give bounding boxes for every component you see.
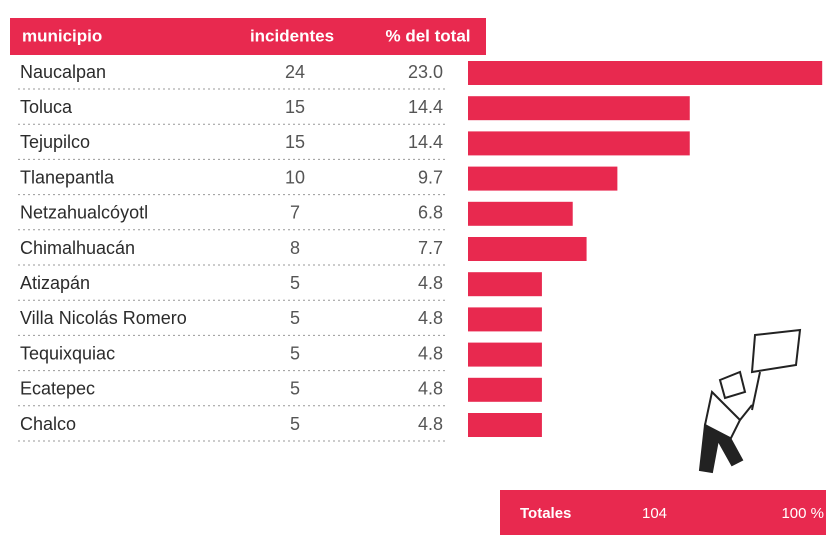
municipio: Tequixquiac xyxy=(20,343,115,363)
municipio: Atizapán xyxy=(20,273,90,293)
header-incidentes: incidentes xyxy=(250,26,334,45)
porcentaje: 14.4 xyxy=(408,132,443,152)
porcentaje: 4.8 xyxy=(418,308,443,328)
bar xyxy=(468,378,542,402)
incidentes: 5 xyxy=(290,308,300,328)
incidentes: 10 xyxy=(285,167,305,187)
incidentes: 15 xyxy=(285,97,305,117)
page: municipio incidentes % del total Totales… xyxy=(0,0,833,538)
bar xyxy=(468,413,542,437)
porcentaje: 14.4 xyxy=(408,97,443,117)
municipio: Ecatepec xyxy=(20,379,95,399)
municipio: Villa Nicolás Romero xyxy=(20,308,187,328)
bar xyxy=(468,307,542,331)
municipio: Toluca xyxy=(20,97,73,117)
porcentaje: 23.0 xyxy=(408,62,443,82)
bar xyxy=(468,272,542,296)
bar xyxy=(468,131,690,155)
header-municipio: municipio xyxy=(22,26,102,45)
porcentaje: 6.8 xyxy=(418,203,443,223)
bar xyxy=(468,343,542,367)
municipio: Naucalpan xyxy=(20,62,106,82)
porcentaje: 4.8 xyxy=(418,273,443,293)
header-porcentaje: % del total xyxy=(385,26,470,45)
incidentes: 5 xyxy=(290,273,300,293)
municipio: Tejupilco xyxy=(20,132,90,152)
bar xyxy=(468,202,573,226)
bar xyxy=(468,237,587,261)
porcentaje: 7.7 xyxy=(418,238,443,258)
porcentaje: 4.8 xyxy=(418,414,443,434)
municipio: Netzahualcóyotl xyxy=(20,203,148,223)
illustration xyxy=(700,330,800,472)
incidentes: 5 xyxy=(290,414,300,434)
totals-label: Totales xyxy=(520,505,571,522)
totals-incidentes: 104 xyxy=(642,505,667,522)
porcentaje: 4.8 xyxy=(418,343,443,363)
bar xyxy=(468,61,822,85)
incidentes: 7 xyxy=(290,203,300,223)
municipio: Tlanepantla xyxy=(20,167,115,187)
municipio: Chalco xyxy=(20,414,76,434)
totals-porcentaje: 100 % xyxy=(781,505,824,522)
incidentes: 15 xyxy=(285,132,305,152)
municipio: Chimalhuacán xyxy=(20,238,135,258)
porcentaje: 9.7 xyxy=(418,167,443,187)
porcentaje: 4.8 xyxy=(418,379,443,399)
incidentes: 24 xyxy=(285,62,305,82)
incidentes: 5 xyxy=(290,343,300,363)
incidentes: 8 xyxy=(290,238,300,258)
bar xyxy=(468,167,617,191)
bar xyxy=(468,96,690,120)
incidentes: 5 xyxy=(290,379,300,399)
